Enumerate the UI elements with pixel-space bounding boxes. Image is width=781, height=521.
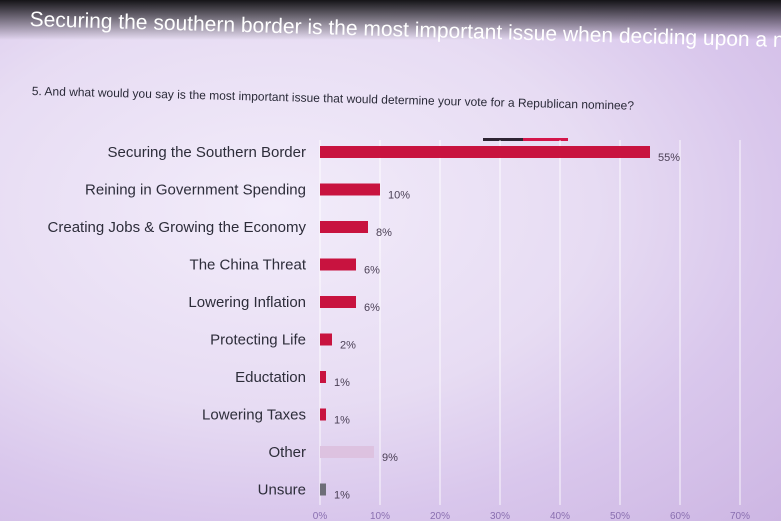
category-label: The China Threat (190, 257, 307, 274)
bar (320, 183, 380, 196)
x-tick-label: 40% (550, 511, 570, 521)
x-axis-ticks: 0% 10% 20% 30% 40% 50% 60% 70% (313, 511, 750, 521)
value-label: 9% (382, 452, 398, 464)
value-label: 2% (340, 340, 356, 352)
category-label: Reining in Government Spending (85, 182, 306, 199)
bars (320, 146, 650, 496)
bar (320, 146, 650, 158)
bar (320, 296, 356, 308)
category-label: Creating Jobs & Growing the Economy (48, 219, 307, 236)
bar (320, 258, 356, 271)
bar (320, 483, 326, 496)
gridlines (319, 140, 741, 505)
bar (320, 408, 326, 421)
bar (320, 333, 332, 346)
category-label: Unsure (258, 482, 306, 499)
bar (320, 371, 326, 383)
bar (320, 221, 368, 233)
value-labels: 55% 10% 8% 6% 6% 2% 1% 1% 9% 1% (334, 152, 680, 502)
x-tick-label: 30% (490, 511, 510, 521)
value-label: 1% (334, 415, 350, 427)
x-tick-label: 60% (670, 511, 690, 521)
legend-swatch-red (523, 138, 568, 141)
value-label: 10% (388, 190, 410, 202)
value-label: 6% (364, 302, 380, 314)
x-tick-label: 20% (430, 511, 450, 521)
value-label: 1% (334, 490, 350, 502)
category-labels: Securing the Southern Border Reining in G… (48, 144, 307, 499)
legend-swatch-dark (483, 138, 523, 141)
bar (320, 446, 374, 458)
value-label: 8% (376, 227, 392, 239)
value-label: 6% (364, 265, 380, 277)
value-label: 1% (334, 377, 350, 389)
x-tick-label: 10% (370, 511, 390, 521)
x-tick-label: 50% (610, 511, 630, 521)
category-label: Eductation (235, 369, 306, 386)
x-tick-label: 70% (730, 511, 750, 521)
category-label: Lowering Taxes (202, 407, 306, 424)
category-label: Other (268, 444, 306, 461)
value-label: 55% (658, 152, 680, 164)
category-label: Securing the Southern Border (108, 144, 306, 161)
category-label: Lowering Inflation (188, 294, 306, 311)
x-tick-label: 0% (313, 511, 328, 521)
category-label: Protecting Life (210, 332, 306, 349)
